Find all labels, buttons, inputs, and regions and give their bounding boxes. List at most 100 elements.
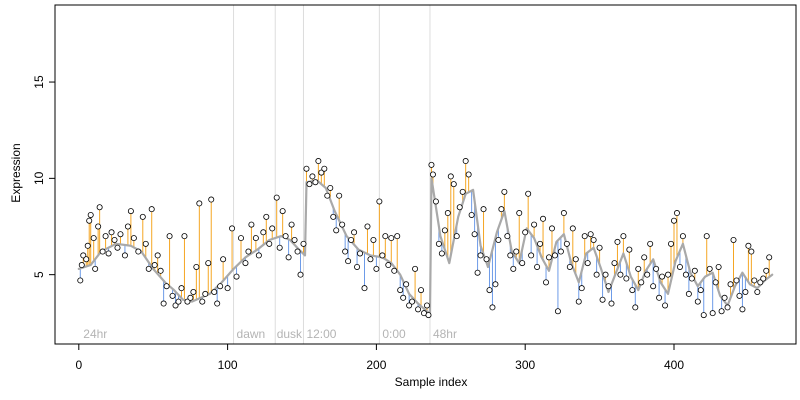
data-point xyxy=(423,302,430,309)
data-point xyxy=(400,294,407,301)
data-point xyxy=(263,213,270,220)
data-point xyxy=(670,217,677,224)
y-tick-label: 15 xyxy=(32,75,46,89)
data-point xyxy=(96,204,103,211)
data-point xyxy=(685,290,692,297)
data-point xyxy=(80,252,87,259)
data-point xyxy=(724,304,731,311)
data-point xyxy=(486,287,493,294)
data-point xyxy=(202,290,209,297)
data-point xyxy=(757,279,764,286)
data-point xyxy=(214,300,221,307)
data-point xyxy=(111,236,118,243)
data-point xyxy=(309,173,316,180)
data-point xyxy=(522,229,529,236)
data-point xyxy=(199,298,206,305)
data-point xyxy=(385,262,392,269)
data-point xyxy=(154,252,161,259)
data-point xyxy=(224,285,231,292)
annotation-group: 24hr dawn dusk 12:00 0:00 48hr xyxy=(83,327,457,341)
data-point xyxy=(184,298,191,305)
data-point xyxy=(644,271,651,278)
data-point xyxy=(584,260,591,267)
data-point xyxy=(233,273,240,280)
x-tick-label: 0 xyxy=(75,358,82,372)
data-point xyxy=(602,271,609,278)
data-point xyxy=(650,283,657,290)
data-point xyxy=(300,240,307,247)
data-point xyxy=(528,252,535,259)
data-point xyxy=(364,223,371,230)
data-point xyxy=(501,188,508,195)
data-point xyxy=(379,252,386,259)
data-point xyxy=(459,188,466,195)
data-point xyxy=(114,244,121,251)
data-point xyxy=(682,271,689,278)
data-point xyxy=(273,194,280,201)
data-point xyxy=(534,263,541,270)
data-point xyxy=(596,244,603,251)
data-point xyxy=(151,262,158,269)
data-point xyxy=(474,269,481,276)
data-point xyxy=(376,198,383,205)
data-point xyxy=(429,171,436,178)
data-point xyxy=(546,254,553,261)
data-point xyxy=(117,231,124,238)
time-annotation-label: dusk xyxy=(277,327,303,341)
data-point xyxy=(516,210,523,217)
data-point xyxy=(688,275,695,282)
data-point xyxy=(318,169,325,176)
data-point xyxy=(623,275,630,282)
data-point xyxy=(327,184,334,191)
data-point xyxy=(748,248,755,255)
data-point xyxy=(339,221,346,228)
data-point xyxy=(745,242,752,249)
data-point xyxy=(712,279,719,286)
data-point xyxy=(269,225,276,232)
data-point xyxy=(754,288,761,295)
data-point xyxy=(676,263,683,270)
data-point xyxy=(391,267,398,274)
data-point xyxy=(406,302,413,309)
data-point xyxy=(560,210,567,217)
data-point xyxy=(351,229,358,236)
data-point xyxy=(163,283,170,290)
data-point xyxy=(507,252,514,259)
data-point xyxy=(84,242,91,249)
x-axis-title: Sample index xyxy=(395,375,468,389)
data-point xyxy=(617,271,624,278)
data-point xyxy=(324,192,331,199)
data-point xyxy=(105,250,112,257)
data-point xyxy=(620,233,627,240)
data-point xyxy=(157,267,164,274)
data-point xyxy=(237,235,244,242)
data-point xyxy=(297,271,304,278)
data-point xyxy=(160,300,167,307)
data-point xyxy=(382,233,389,240)
data-point xyxy=(285,254,292,261)
data-point-group xyxy=(77,158,773,319)
data-point xyxy=(659,273,666,280)
data-point xyxy=(425,312,432,319)
data-point xyxy=(229,225,236,232)
data-point xyxy=(656,294,663,301)
data-point xyxy=(148,206,155,213)
data-point xyxy=(306,181,313,188)
data-point xyxy=(548,225,555,232)
data-point xyxy=(178,285,185,292)
x-axis: 0 100 200 300 400 xyxy=(75,343,684,372)
data-point xyxy=(531,221,538,228)
data-point xyxy=(130,235,137,242)
data-point xyxy=(403,281,410,288)
data-point xyxy=(456,204,463,211)
data-point xyxy=(294,248,301,255)
y-axis-title: Expression xyxy=(9,143,23,202)
data-point xyxy=(739,306,746,313)
x-tick-label: 200 xyxy=(366,358,386,372)
data-point xyxy=(220,256,227,263)
data-point xyxy=(418,287,425,294)
data-point xyxy=(543,279,550,286)
data-point xyxy=(709,310,716,317)
data-point xyxy=(145,265,152,272)
data-point xyxy=(205,260,212,267)
